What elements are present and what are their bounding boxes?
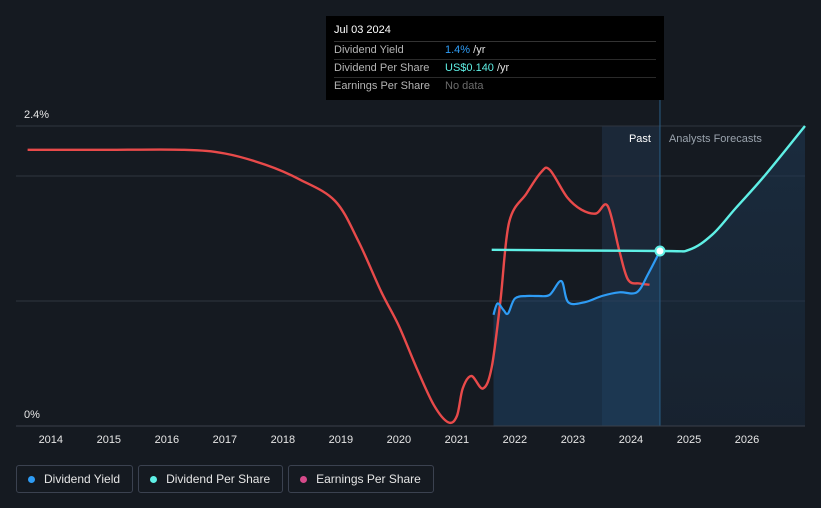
x-tick-label: 2017 [213,434,237,446]
y-tick-label: 2.4% [24,109,49,121]
legend-item-earnings-per-share[interactable]: Earnings Per Share [288,465,434,493]
x-tick-label: 2024 [619,434,643,446]
tooltip-unit: /yr [493,62,510,74]
earnings-per-share-line [27,148,650,425]
dividend-yield-line [492,250,661,316]
tooltip-row-dividend-per-share: Dividend Per Share US$0.140 /yr [334,60,656,78]
x-tick-label: 2014 [39,434,63,446]
x-tick-label: 2019 [329,434,353,446]
legend-label: Dividend Yield [44,472,121,486]
legend-label: Earnings Per Share [316,472,421,486]
x-tick-label: 2015 [97,434,121,446]
tooltip-label: Dividend Yield [334,44,404,56]
tooltip-date: Jul 03 2024 [334,23,656,42]
legend-label: Dividend Per Share [166,472,271,486]
x-tick-label: 2016 [155,434,179,446]
legend: Dividend Yield Dividend Per Share Earnin… [16,465,434,493]
dividend-yield-area [493,251,660,426]
tooltip-row-dividend-yield: Dividend Yield 1.4% /yr [334,42,656,60]
tooltip-row-earnings-per-share: Earnings Per Share No data [334,78,656,95]
dividend-per-share-line [491,125,806,253]
x-tick-label: 2022 [503,434,527,446]
dot-icon [150,475,158,483]
x-tick-label: 2025 [677,434,701,446]
x-tick-label: 2018 [271,434,295,446]
forecast-area [660,126,805,426]
dot-icon [28,475,35,483]
tooltip-label: Earnings Per Share [334,80,430,92]
tooltip-label: Dividend Per Share [334,62,430,74]
x-tick-label: 2026 [735,434,759,446]
tooltip: Jul 03 2024 Dividend Yield 1.4% /yr Divi… [326,16,664,100]
x-tick-label: 2021 [445,434,469,446]
tooltip-value: 1.4% [445,44,471,56]
legend-item-dividend-per-share[interactable]: Dividend Per Share [138,465,284,493]
cursor-point [654,245,666,257]
tooltip-unit: /yr [470,44,486,56]
tooltip-value: US$0.140 [445,62,494,74]
forecast-label: Analysts Forecasts [669,133,762,145]
y-tick-label: 0% [24,409,40,421]
past-label: Past [629,133,651,145]
tooltip-value: No data [445,80,484,92]
legend-item-dividend-yield[interactable]: Dividend Yield [16,465,134,493]
x-tick-label: 2023 [561,434,585,446]
x-tick-label: 2020 [387,434,411,446]
dot-icon [300,475,308,483]
